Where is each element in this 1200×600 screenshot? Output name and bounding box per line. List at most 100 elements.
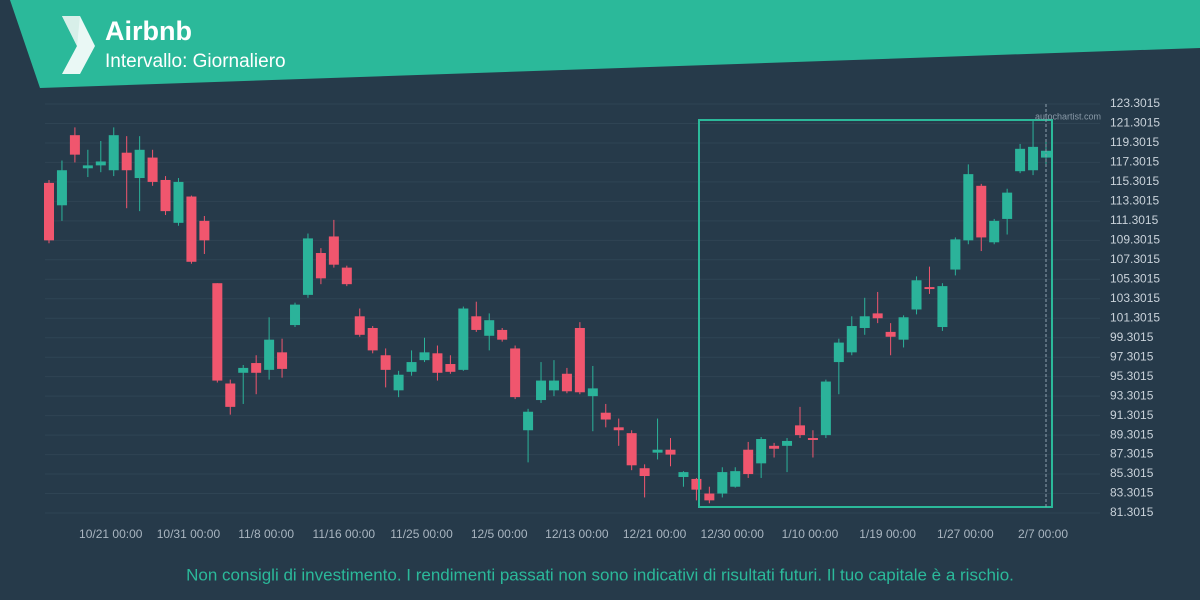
- x-tick-label: 12/13 00:00: [545, 527, 609, 541]
- candle-body: [238, 367, 249, 373]
- candle-body: [1028, 146, 1039, 171]
- candle-body: [794, 425, 805, 436]
- candle-body: [95, 161, 106, 166]
- candle-body: [328, 236, 339, 265]
- candle-body: [652, 449, 663, 453]
- candle-body: [639, 468, 650, 477]
- candle-body: [341, 267, 352, 285]
- candle-body: [950, 239, 961, 270]
- plot: 81.3015 83.3015 85.3015 87.3015 89.3015 91.30…: [44, 96, 1160, 541]
- watermark: autochartist.com: [1035, 111, 1101, 121]
- candle-body: [173, 181, 184, 223]
- y-tick-label: 85.3015: [1110, 466, 1154, 480]
- candle-body: [782, 440, 793, 446]
- candle-body: [833, 342, 844, 363]
- candle-body: [121, 152, 132, 171]
- pattern-box: [698, 119, 1053, 508]
- x-tick-label: 1/10 00:00: [782, 527, 839, 541]
- candle-body: [976, 185, 987, 238]
- y-tick-label: 101.3015: [1110, 310, 1160, 324]
- y-tick-label: 97.3015: [1110, 349, 1154, 363]
- candle-body: [393, 374, 404, 391]
- y-tick-label: 81.3015: [1110, 505, 1154, 519]
- y-tick-label: 91.3015: [1110, 408, 1154, 422]
- y-tick-label: 95.3015: [1110, 369, 1154, 383]
- candle-body: [315, 253, 326, 279]
- x-tick-label: 2/7 00:00: [1018, 527, 1068, 541]
- candle-body: [108, 135, 119, 171]
- candle-body: [704, 493, 715, 501]
- candle-body: [419, 352, 430, 361]
- candle-body: [678, 472, 689, 477]
- disclaimer: Non consigli di investimento. I rendimen…: [186, 565, 1014, 584]
- candle-body: [367, 327, 378, 351]
- subtitle: Intervallo: Giornaliero: [105, 51, 286, 72]
- candle-body: [510, 348, 521, 398]
- x-tick-label: 11/16 00:00: [313, 527, 376, 541]
- candle-body: [769, 445, 780, 449]
- x-tick-label: 1/19 00:00: [859, 527, 916, 541]
- y-tick-label: 113.3015: [1110, 194, 1159, 208]
- candle-body: [743, 449, 754, 475]
- candle-body: [600, 412, 611, 420]
- title: Airbnb: [105, 16, 192, 46]
- y-tick-label: 83.3015: [1110, 486, 1154, 500]
- candle-body: [730, 471, 741, 487]
- candle-body: [536, 380, 547, 401]
- candle-body: [160, 179, 171, 212]
- candle-body: [691, 478, 702, 490]
- candle-body: [497, 329, 508, 340]
- y-tick-label: 109.3015: [1110, 233, 1160, 247]
- y-tick-label: 93.3015: [1110, 388, 1154, 402]
- candle-body: [613, 427, 624, 431]
- candle-body: [56, 170, 67, 206]
- candle-body: [859, 316, 870, 328]
- candle-body: [44, 182, 54, 241]
- x-tick-label: 10/31 00:00: [157, 527, 221, 541]
- candle-body: [626, 433, 637, 466]
- candle-body: [963, 174, 974, 241]
- candle-body: [134, 149, 145, 179]
- y-tick-label: 105.3015: [1110, 271, 1160, 285]
- y-tick-label: 87.3015: [1110, 447, 1154, 461]
- header-band: [10, 0, 1200, 88]
- candle-body: [574, 327, 585, 393]
- candle-body: [199, 220, 210, 241]
- candle-body: [937, 286, 948, 328]
- y-tick-label: 99.3015: [1110, 330, 1154, 344]
- y-tick-label: 111.3015: [1110, 213, 1159, 227]
- candle-body: [587, 388, 598, 397]
- candle-body: [898, 317, 909, 340]
- candle-body: [225, 383, 236, 407]
- candle-body: [924, 287, 935, 290]
- candle-body: [406, 362, 417, 372]
- candle-body: [458, 308, 469, 370]
- candle-body: [820, 381, 831, 436]
- x-tick-label: 12/21 00:00: [623, 527, 687, 541]
- candle-body: [277, 352, 288, 369]
- candle-body: [186, 196, 197, 262]
- candle-body: [989, 220, 1000, 243]
- y-tick-label: 119.3015: [1110, 135, 1159, 149]
- candle-body: [432, 353, 443, 373]
- candle-body: [561, 373, 572, 392]
- x-tick-label: 12/30 00:00: [701, 527, 765, 541]
- candle-body: [354, 316, 365, 335]
- candle-body: [212, 283, 223, 381]
- candle-body: [290, 304, 301, 326]
- candle-body: [69, 135, 80, 155]
- candle-body: [717, 472, 728, 494]
- x-tick-label: 11/8 00:00: [238, 527, 294, 541]
- candle-body: [523, 411, 534, 431]
- candle-body: [548, 380, 559, 391]
- candle-body: [484, 320, 495, 336]
- candle-body: [380, 355, 391, 370]
- y-tick-label: 121.3015: [1110, 116, 1160, 130]
- y-tick-label: 123.3015: [1110, 96, 1160, 110]
- candle-body: [665, 449, 676, 455]
- candle-body: [885, 331, 896, 337]
- x-tick-label: 10/21 00:00: [79, 527, 143, 541]
- candle-body: [445, 364, 456, 372]
